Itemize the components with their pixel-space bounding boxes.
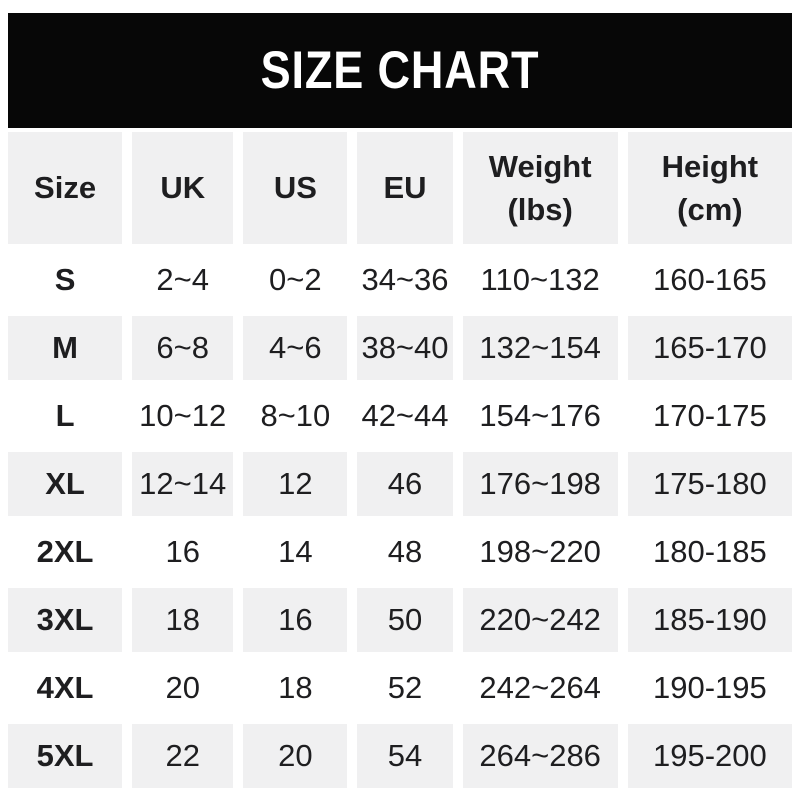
size-cell: 2XL: [8, 520, 123, 584]
column-header-height: Height (cm): [627, 132, 792, 244]
uk-cell: 16: [132, 520, 234, 584]
us-cell: 16: [243, 588, 348, 652]
uk-cell: 2~4: [132, 248, 234, 312]
size-cell: M: [8, 316, 123, 380]
eu-cell: 38~40: [357, 316, 453, 380]
eu-cell: 52: [357, 656, 453, 720]
page-title: SIZE CHART: [260, 41, 540, 100]
uk-cell: 6~8: [132, 316, 234, 380]
uk-cell: 10~12: [132, 384, 234, 448]
us-cell: 12: [243, 452, 348, 516]
size-cell: XL: [8, 452, 123, 516]
size-cell: 3XL: [8, 588, 123, 652]
column-header-weight: Weight (lbs): [462, 132, 618, 244]
weight-cell: 110~132: [462, 248, 618, 312]
size-cell: S: [8, 248, 123, 312]
weight-cell: 198~220: [462, 520, 618, 584]
uk-cell: 22: [132, 724, 234, 788]
height-cell: 170-175: [627, 384, 792, 448]
us-cell: 8~10: [243, 384, 348, 448]
column-header-label: UK: [160, 170, 206, 206]
weight-cell: 220~242: [462, 588, 618, 652]
column-header-us: US: [243, 132, 348, 244]
column-header-label: Weight: [488, 148, 592, 184]
eu-cell: 42~44: [357, 384, 453, 448]
eu-cell: 46: [357, 452, 453, 516]
us-cell: 0~2: [243, 248, 348, 312]
column-header-label: US: [273, 170, 317, 206]
weight-cell: 154~176: [462, 384, 618, 448]
size-cell: 4XL: [8, 656, 123, 720]
column-header-sublabel: (lbs): [507, 192, 573, 227]
eu-cell: 54: [357, 724, 453, 788]
column-header-label: Height: [661, 148, 759, 184]
size-cell: 5XL: [8, 724, 123, 788]
weight-cell: 176~198: [462, 452, 618, 516]
weight-cell: 132~154: [462, 316, 618, 380]
us-cell: 14: [243, 520, 348, 584]
column-header-size: Size: [8, 132, 123, 244]
column-header-label: Size: [34, 170, 97, 206]
eu-cell: 34~36: [357, 248, 453, 312]
height-cell: 185-190: [627, 588, 792, 652]
weight-cell: 242~264: [462, 656, 618, 720]
uk-cell: 12~14: [132, 452, 234, 516]
column-header-uk: UK: [132, 132, 234, 244]
eu-cell: 50: [357, 588, 453, 652]
uk-cell: 18: [132, 588, 234, 652]
title-banner: SIZE CHART: [8, 13, 792, 128]
size-chart-table: Size UK US EU Weight (lbs) Height (cm): [8, 132, 792, 788]
us-cell: 4~6: [243, 316, 348, 380]
height-cell: 190-195: [627, 656, 792, 720]
height-cell: 160-165: [627, 248, 792, 312]
column-header-sublabel: (cm): [677, 192, 743, 227]
height-cell: 195-200: [627, 724, 792, 788]
weight-cell: 264~286: [462, 724, 618, 788]
size-cell: L: [8, 384, 123, 448]
us-cell: 20: [243, 724, 348, 788]
column-header-eu: EU: [357, 132, 453, 244]
us-cell: 18: [243, 656, 348, 720]
column-header-label: EU: [383, 170, 427, 206]
height-cell: 175-180: [627, 452, 792, 516]
height-cell: 165-170: [627, 316, 792, 380]
uk-cell: 20: [132, 656, 234, 720]
height-cell: 180-185: [627, 520, 792, 584]
eu-cell: 48: [357, 520, 453, 584]
